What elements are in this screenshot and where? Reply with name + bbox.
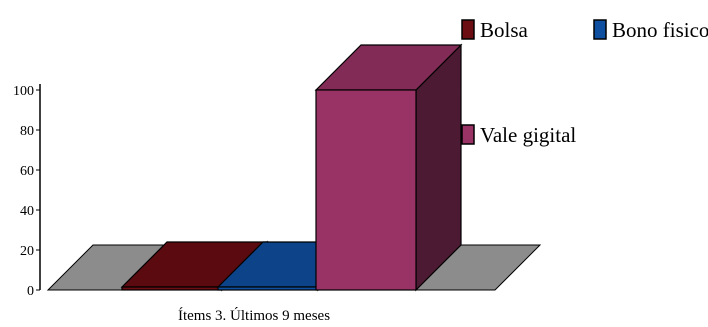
legend-swatch — [461, 124, 475, 145]
bar-vale-gigital — [314, 43, 463, 292]
y-tick-label: 20 — [20, 244, 34, 259]
y-tick-label: 100 — [13, 84, 34, 99]
bars — [120, 43, 463, 292]
legend-label: Bolsa — [480, 18, 529, 42]
legend-item: Vale gigital — [461, 123, 576, 147]
y-tick-label: 60 — [20, 164, 34, 179]
y-tick-label: 80 — [20, 124, 34, 139]
legend-swatch — [461, 19, 475, 40]
legend-label: Vale gigital — [480, 123, 576, 147]
y-tick-label: 0 — [27, 284, 34, 299]
x-axis-label: Ítems 3. Últimos 9 meses — [178, 307, 330, 324]
y-tick-label: 40 — [20, 204, 34, 219]
bar-front-face — [315, 89, 417, 291]
legend-label: Bono fisico — [612, 18, 708, 42]
legend-item: Bolsa — [461, 18, 529, 42]
bar-front-face — [121, 286, 223, 291]
y-axis-ticks: 0 20 40 60 80 100 — [13, 84, 40, 299]
legend-swatch — [593, 19, 607, 40]
bar-front-face — [217, 286, 319, 291]
legend-item: Bono fisico — [593, 18, 708, 42]
legend: Bolsa Bono fisico Vale gigital — [461, 18, 708, 147]
